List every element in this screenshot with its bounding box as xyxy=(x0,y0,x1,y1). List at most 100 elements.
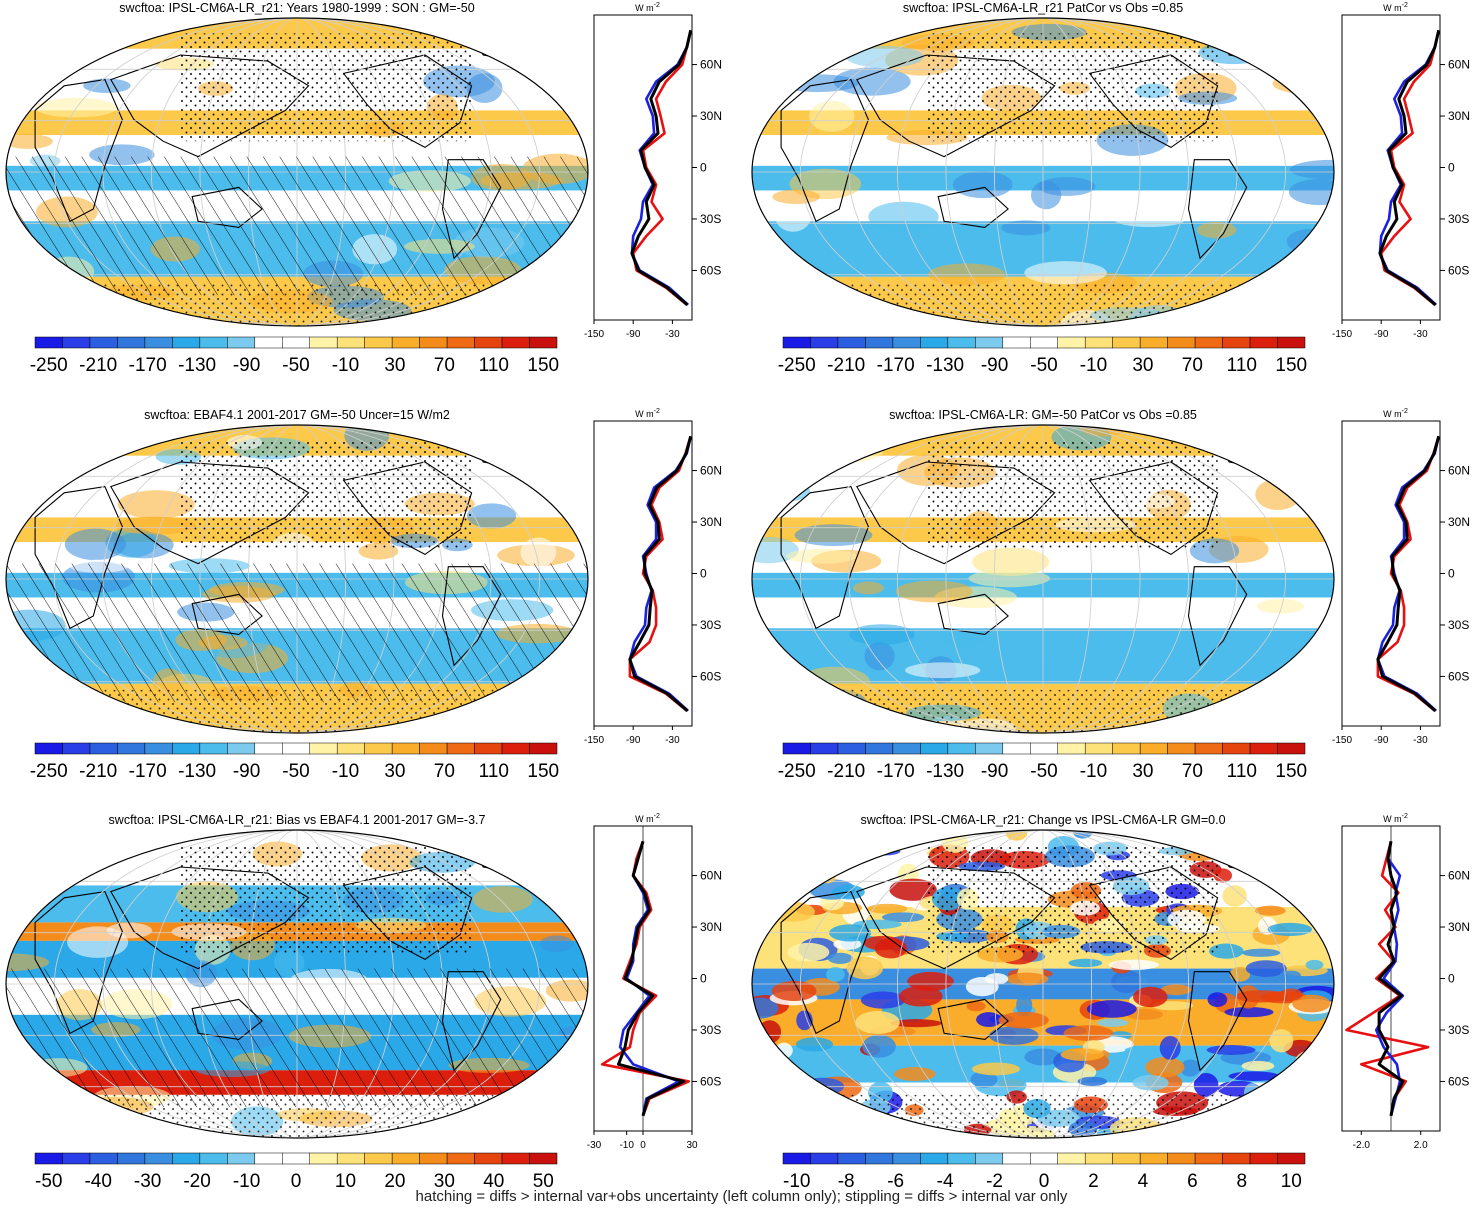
profile-lat-label: 30N xyxy=(700,515,722,529)
map-field xyxy=(6,425,588,733)
colorbar-swatch xyxy=(364,742,393,755)
colorbar-swatch xyxy=(62,336,91,349)
profile-lat-label: 60S xyxy=(700,263,721,277)
colorbar-tick-label: -90 xyxy=(981,761,1008,782)
colorbar-swatch xyxy=(254,1152,283,1165)
colorbar-swatch xyxy=(446,1152,475,1165)
colorbar-swatch xyxy=(1167,336,1196,349)
colorbar-swatch xyxy=(782,1152,811,1165)
panel-p3: swcftoa: EBAF4.1 2001-2017 GM=-50 Uncer=… xyxy=(5,408,722,782)
profile-line-mean xyxy=(1378,29,1441,306)
profile-lat-label: 60S xyxy=(700,1074,721,1088)
panel-title: swcftoa: IPSL-CM6A-LR: GM=-50 PatCor vs … xyxy=(889,408,1197,422)
colorbar-swatch xyxy=(1002,336,1031,349)
colorbar-tick-label: -40 xyxy=(84,1171,111,1192)
profile-lat-label: 0 xyxy=(700,567,707,581)
colorbar-tick-label: -210 xyxy=(79,355,117,376)
colorbar-swatch xyxy=(1277,742,1306,755)
colorbar-tick-label: 0 xyxy=(1039,1171,1050,1192)
colorbar-tick-label: -2 xyxy=(986,1171,1003,1192)
colorbar-swatch xyxy=(1139,742,1168,755)
colorbar-swatch xyxy=(1057,1152,1086,1165)
colorbar-tick-label: -170 xyxy=(129,761,167,782)
colorbar-swatch xyxy=(1057,336,1086,349)
profile-line-mean xyxy=(617,840,686,1117)
map-outline xyxy=(5,17,589,327)
colorbar-swatch xyxy=(34,742,63,755)
colorbar-swatch xyxy=(227,1152,256,1165)
profile-lat-label: 30S xyxy=(1448,1023,1469,1037)
profile-units-superscript: -2 xyxy=(1402,813,1408,820)
colorbar-tick-label: 30 xyxy=(384,355,405,376)
profile-lat-label: 30N xyxy=(1448,515,1470,529)
profile-lat-label: 30S xyxy=(1448,212,1469,226)
profile-lat-label: 60S xyxy=(1448,669,1469,683)
colorbar-tick-label: 30 xyxy=(1132,355,1153,376)
colorbar-tick-label: 70 xyxy=(434,355,455,376)
colorbar-swatch xyxy=(947,336,976,349)
colorbar-swatch xyxy=(1194,742,1223,755)
panel-title: swcftoa: IPSL-CM6A-LR_r21: Change vs IPS… xyxy=(860,813,1225,827)
colorbar-swatch xyxy=(1084,336,1113,349)
colorbar-swatch xyxy=(892,1152,921,1165)
colorbar-swatch xyxy=(920,1152,949,1165)
profile-line-obs xyxy=(1374,841,1405,1117)
profile-units-superscript: -2 xyxy=(654,2,660,9)
profile-value-tick: -30 xyxy=(665,329,680,340)
panel-p6: swcftoa: IPSL-CM6A-LR_r21: Change vs IPS… xyxy=(751,813,1470,1192)
panel-title: swcftoa: EBAF4.1 2001-2017 GM=-50 Uncer=… xyxy=(144,408,450,422)
colorbar-tick-label: -10 xyxy=(783,1171,810,1192)
colorbar-swatch xyxy=(474,742,503,755)
colorbar-swatch xyxy=(947,1152,976,1165)
map-outline xyxy=(5,424,589,734)
zonal-profile: W m-2 60N 30N 0 30S 60S -150 -90 -30 xyxy=(1332,2,1470,340)
colorbar-swatch xyxy=(920,742,949,755)
colorbar-tick-label: 150 xyxy=(1275,355,1307,376)
hatching-overlay xyxy=(6,968,588,1108)
colorbar-tick-label: 110 xyxy=(1227,355,1257,376)
colorbar-tick-label: 150 xyxy=(527,355,559,376)
hatching-overlay xyxy=(6,156,588,296)
profile-units-superscript: -2 xyxy=(1402,2,1408,9)
colorbar-swatch xyxy=(865,336,894,349)
colorbar-swatch xyxy=(227,336,256,349)
colorbar-swatch xyxy=(1249,336,1278,349)
panel-p5: swcftoa: IPSL-CM6A-LR_r21: Bias vs EBAF4… xyxy=(5,813,722,1192)
profile-line-obs xyxy=(1376,436,1440,712)
colorbar-tick-label: -170 xyxy=(129,355,167,376)
profile-lat-label: 30S xyxy=(1448,618,1469,632)
colorbar-tick-label: -130 xyxy=(178,355,216,376)
profile-line-model xyxy=(1345,840,1430,1117)
colorbar-swatch xyxy=(1249,1152,1278,1165)
profile-value-tick: -90 xyxy=(626,329,641,340)
colorbar-swatch xyxy=(865,1152,894,1165)
colorbar-swatch xyxy=(419,742,448,755)
profile-units: W m-2 xyxy=(635,813,660,824)
panel-p4: swcftoa: IPSL-CM6A-LR: GM=-50 PatCor vs … xyxy=(751,408,1470,782)
profile-line-obs xyxy=(628,436,692,712)
map-outline xyxy=(751,17,1335,327)
panel-title: swcftoa: IPSL-CM6A-LR_r21: Years 1980-19… xyxy=(119,1,474,15)
colorbar-swatch xyxy=(419,336,448,349)
colorbar-swatch xyxy=(62,1152,91,1165)
colorbar-swatch xyxy=(837,336,866,349)
colorbar-tick-label: -10 xyxy=(332,355,359,376)
colorbar-swatch xyxy=(1139,336,1168,349)
colorbar-tick-label: 50 xyxy=(533,1171,554,1192)
colorbar-swatch xyxy=(391,1152,420,1165)
colorbar-swatch xyxy=(62,742,91,755)
colorbar-tick-label: -20 xyxy=(183,1171,210,1192)
colorbar: -50 -40 -30 -20 -10 0 10 20 30 40 50 xyxy=(34,1152,558,1192)
panel-title: swcftoa: IPSL-CM6A-LR_r21: Bias vs EBAF4… xyxy=(109,813,486,827)
profile-lat-label: 60N xyxy=(700,464,722,478)
colorbar-swatch xyxy=(501,1152,530,1165)
colorbar-swatch xyxy=(782,742,811,755)
profile-line-model xyxy=(600,840,691,1117)
colorbar-swatch xyxy=(34,1152,63,1165)
colorbar-tick-label: -50 xyxy=(35,1171,62,1192)
colorbar-swatch xyxy=(446,742,475,755)
colorbar-tick-label: -130 xyxy=(178,761,216,782)
profile-lat-label: 60S xyxy=(1448,1074,1469,1088)
map-field xyxy=(752,425,1334,733)
colorbar-tick-label: 110 xyxy=(1227,761,1257,782)
